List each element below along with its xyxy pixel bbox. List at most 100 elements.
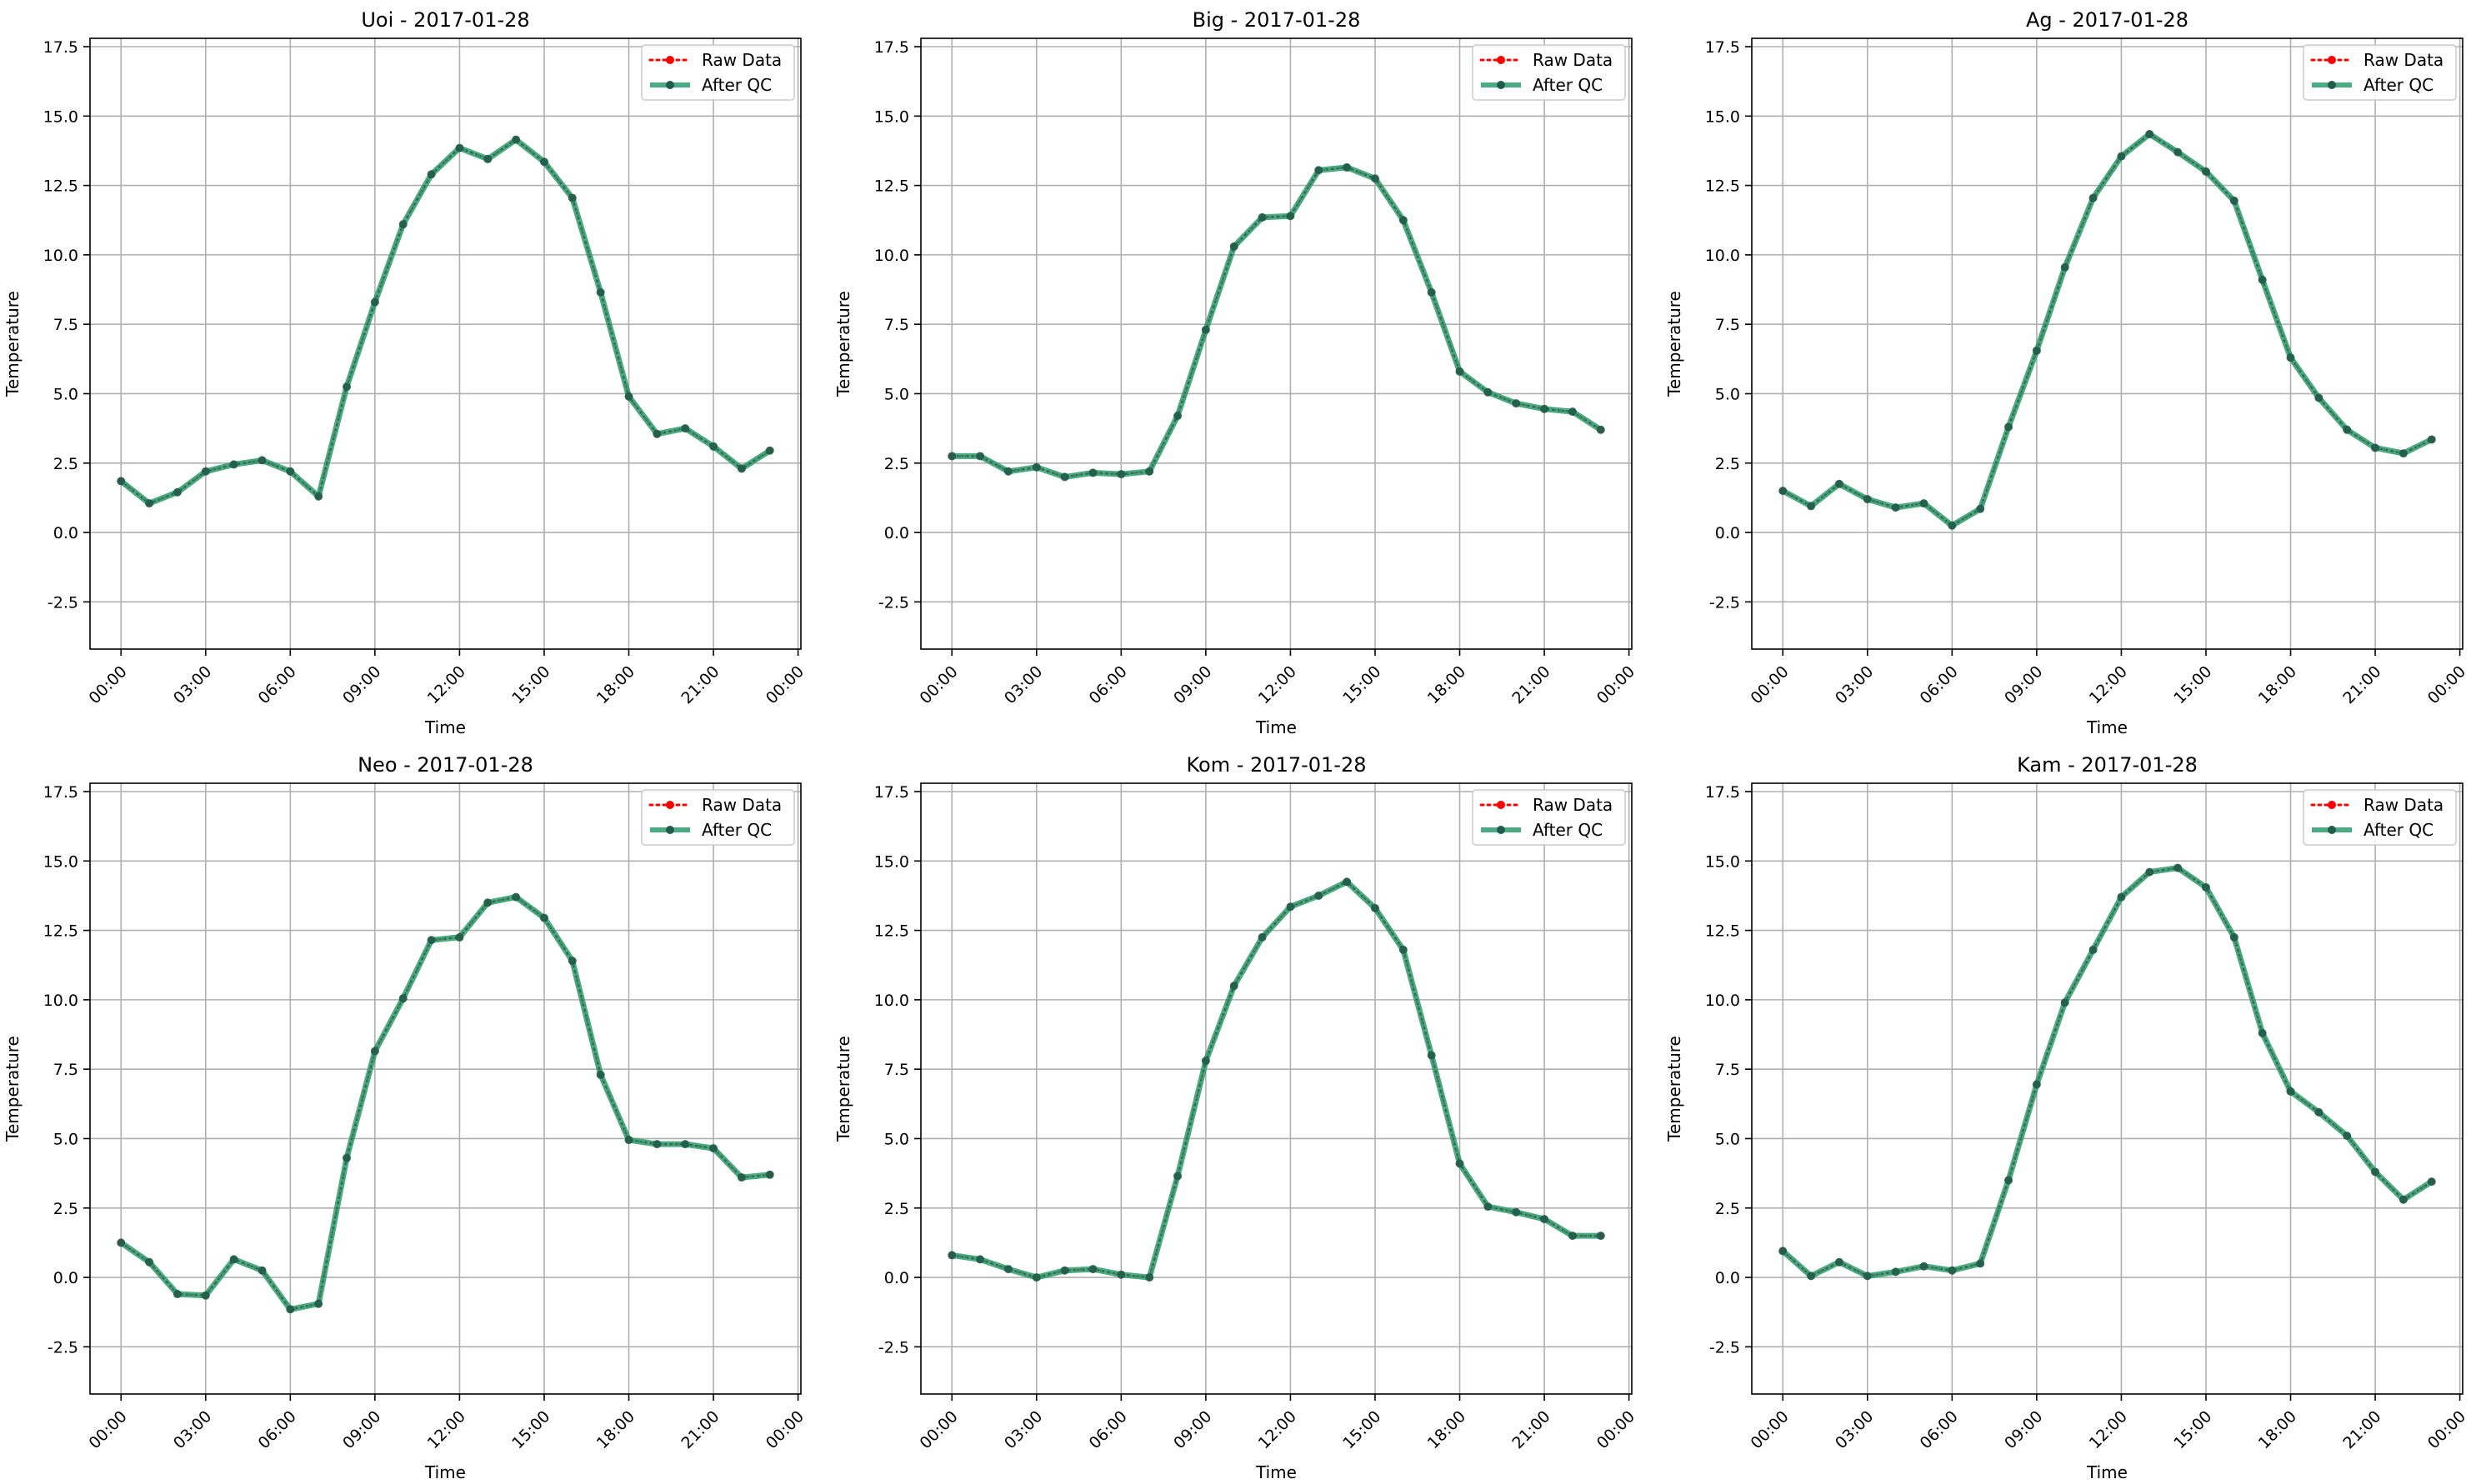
legend-qc-marker — [1497, 826, 1505, 834]
qc-point — [1088, 468, 1098, 477]
y-tick-label: 15.0 — [43, 852, 78, 871]
x-axis-label: Time — [2086, 1462, 2128, 1482]
qc-point — [1117, 1270, 1126, 1279]
y-tick-label: 2.5 — [884, 1200, 909, 1218]
qc-point — [1145, 1273, 1154, 1282]
legend-raw-marker — [666, 56, 674, 64]
qc-point — [1343, 877, 1352, 887]
qc-point — [1863, 495, 1872, 504]
x-tick-label: 21:00 — [1508, 1407, 1553, 1452]
series-line-qc — [952, 164, 1603, 480]
qc-point — [398, 994, 408, 1003]
axes-frame — [1751, 782, 2463, 1395]
y-tick-label: 15.0 — [43, 107, 78, 126]
subplot-5: -2.5 0.0 2.5 5.0 7.5 10.0 12.5 15.0 17.5 00:00 03:… — [833, 753, 1638, 1482]
qc-point — [2060, 262, 2069, 272]
x-tick-label: 12:00 — [1255, 662, 1300, 707]
qc-point — [2398, 1195, 2408, 1204]
qc-point — [2286, 1087, 2295, 1096]
qc-point — [1891, 503, 1900, 512]
qc-point — [1483, 1202, 1493, 1212]
qc-point — [2117, 152, 2126, 161]
x-tick-label: 00:00 — [85, 1407, 130, 1452]
qc-point — [2286, 353, 2295, 362]
series-line-qc-overlay — [120, 138, 771, 505]
qc-point — [483, 898, 493, 907]
x-tick-label: 21:00 — [2339, 662, 2384, 707]
y-axis-label: Temperature — [833, 1036, 853, 1142]
qc-point — [2173, 147, 2183, 157]
qc-point — [370, 297, 379, 307]
axes-frame — [89, 782, 802, 1395]
qc-point — [1258, 212, 1267, 222]
x-tick-label: 12:00 — [424, 662, 469, 707]
y-tick-label: 15.0 — [874, 852, 909, 871]
qc-point — [596, 287, 605, 297]
qc-point — [653, 429, 662, 438]
qc-point — [512, 135, 521, 144]
series-line-qc-overlay — [120, 896, 770, 1311]
series-line-raw — [1781, 132, 2433, 527]
qc-point — [1003, 467, 1013, 476]
qc-point — [427, 936, 436, 945]
legend-raw-label: Raw Data — [1533, 795, 1613, 815]
y-tick-label: 5.0 — [53, 1130, 78, 1148]
legend-qc-label: After QC — [2363, 75, 2433, 95]
qc-point — [2314, 1107, 2323, 1117]
legend-raw-label: Raw Data — [702, 50, 782, 70]
x-tick-label: 06:00 — [1917, 662, 1962, 707]
legend-qc-marker — [2328, 826, 2336, 834]
y-tick-label: 0.0 — [884, 1269, 909, 1287]
legend: Raw Data After QC — [641, 789, 795, 846]
qc-point — [765, 446, 774, 455]
qc-point — [948, 452, 957, 461]
qc-point — [483, 154, 493, 163]
x-tick-label: 00:00 — [763, 662, 808, 707]
qc-point — [370, 1047, 379, 1056]
qc-point — [2088, 193, 2098, 202]
qc-point — [1145, 467, 1154, 476]
y-tick-label: 15.0 — [874, 107, 909, 126]
qc-point — [1314, 891, 1323, 900]
qc-point — [2314, 393, 2323, 402]
series-line-qc-overlay — [952, 880, 1601, 1279]
qc-point — [1807, 502, 1816, 511]
qc-point — [1032, 462, 1041, 472]
x-tick-label: 00:00 — [1747, 1407, 1792, 1452]
x-axis-label: Time — [1255, 1462, 1297, 1482]
x-tick-label: 03:00 — [170, 662, 215, 707]
axes-frame — [920, 37, 1633, 650]
y-axis-label: Temperature — [3, 291, 23, 397]
x-axis-label: Time — [424, 717, 466, 737]
legend-qc-label: After QC — [702, 820, 772, 840]
qc-point — [1117, 470, 1126, 479]
y-tick-label: 10.0 — [43, 247, 78, 265]
legend-raw-label: Raw Data — [2363, 795, 2443, 815]
y-tick-label: 17.5 — [43, 783, 78, 802]
qc-point — [681, 424, 690, 433]
y-tick-label: -2.5 — [1709, 593, 1740, 612]
y-tick-label: 2.5 — [884, 455, 909, 473]
y-tick-label: 0.0 — [53, 524, 78, 542]
x-tick-label: 03:00 — [1001, 662, 1046, 707]
axes-frame — [89, 37, 802, 650]
qc-point — [455, 932, 464, 942]
series-line-qc-overlay — [1782, 132, 2433, 527]
qc-point — [427, 170, 436, 179]
x-tick-label: 00:00 — [916, 662, 961, 707]
qc-point — [1976, 504, 1985, 513]
y-axis-label: Temperature — [833, 291, 853, 397]
qc-point — [1891, 1267, 1900, 1277]
y-tick-label: -2.5 — [878, 1338, 909, 1357]
qc-point — [1427, 287, 1436, 297]
qc-point — [201, 1291, 210, 1300]
qc-point — [624, 1136, 633, 1145]
qc-point — [1286, 902, 1295, 912]
qc-point — [539, 157, 548, 167]
qc-point — [1778, 487, 1788, 496]
y-tick-label: 12.5 — [1705, 177, 1740, 196]
legend: Raw Data After QC — [1472, 789, 1626, 846]
y-tick-label: 10.0 — [874, 247, 909, 265]
qc-point — [455, 143, 464, 152]
x-tick-label: 21:00 — [678, 1407, 723, 1452]
